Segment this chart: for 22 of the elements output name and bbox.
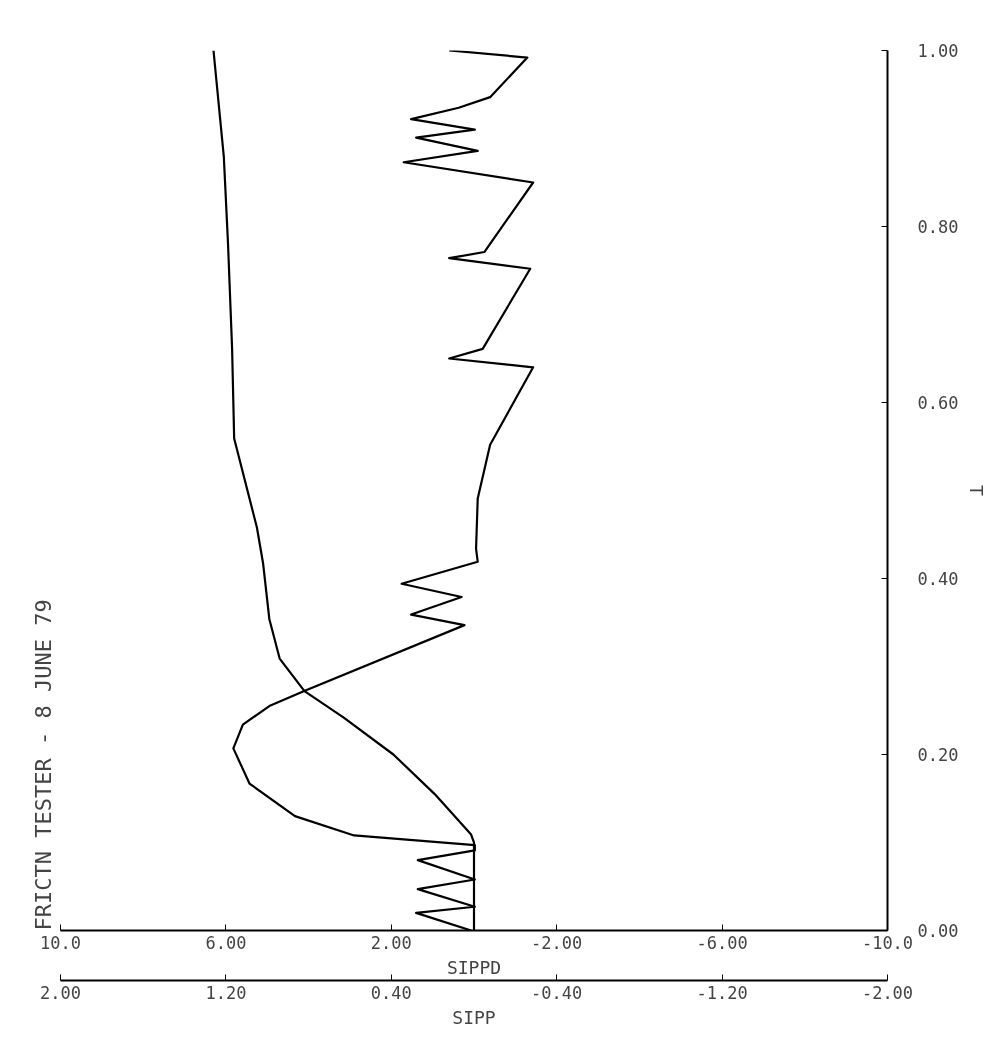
x-tick-label: 6.00 <box>205 932 247 953</box>
x2-axis-title: SIPP <box>452 1006 496 1028</box>
y-tick-label: 0.80 <box>917 217 959 237</box>
x-tick-label: -6.00 <box>696 932 748 953</box>
x-tick-label: -10.0 <box>861 932 914 953</box>
x-axis-title: SIPPD <box>446 956 502 978</box>
x2-tick-label: -1.20 <box>696 982 748 1003</box>
y-axis-title: T <box>966 485 988 497</box>
x2-tick-label: -2.00 <box>861 982 914 1003</box>
x2-tick-label: -0.40 <box>531 982 583 1003</box>
y-tick-label: 0.00 <box>917 921 959 941</box>
x-tick-label: 10.0 <box>40 932 81 953</box>
x2-tick-label: 0.40 <box>370 982 412 1003</box>
y-tick-label: 0.20 <box>917 745 959 765</box>
x-tick-label: 2.00 <box>370 932 412 953</box>
x-tick-label: -2.00 <box>531 932 583 953</box>
x2-tick-label: 1.20 <box>205 982 247 1003</box>
y-tick-label: 0.60 <box>917 393 959 413</box>
y-tick-label: 1.00 <box>917 41 959 61</box>
text: FRICTN TESTER - 8 JUNE 79 <box>30 599 56 931</box>
y-tick-label: 0.40 <box>917 569 959 589</box>
x2-tick-label: 2.00 <box>40 982 81 1003</box>
